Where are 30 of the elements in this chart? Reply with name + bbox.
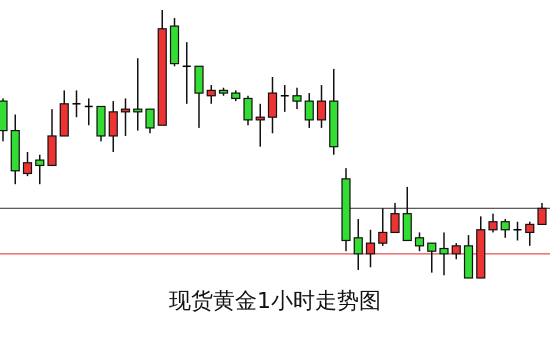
candlestick — [182, 41, 192, 105]
candlestick — [292, 86, 302, 110]
candlestick — [500, 218, 510, 239]
text: 现货黄金1小时走势图 — [169, 289, 381, 314]
candlestick — [537, 202, 547, 226]
candlestick — [120, 98, 130, 137]
candlestick — [488, 212, 498, 234]
candlestick — [256, 103, 265, 148]
candlestick — [452, 242, 461, 260]
candlestick — [390, 202, 400, 234]
candlestick — [378, 208, 388, 247]
candlestick — [22, 151, 32, 177]
candlestick — [231, 90, 240, 102]
candlestick — [304, 92, 314, 129]
candlestick — [145, 108, 155, 134]
candlestick — [439, 232, 449, 276]
candlestick — [133, 57, 142, 132]
candlestick — [525, 220, 534, 247]
candlestick — [427, 242, 436, 274]
candlestick — [280, 84, 290, 113]
candlestick — [243, 95, 253, 126]
candlestick — [414, 232, 424, 252]
candlestick — [512, 220, 522, 242]
candlestick — [366, 229, 376, 268]
candlestick — [316, 84, 326, 129]
candlestick — [354, 218, 363, 271]
candlestick — [72, 90, 82, 118]
candlestick — [84, 98, 94, 126]
candlestick — [35, 154, 44, 185]
candlestick — [206, 84, 216, 105]
